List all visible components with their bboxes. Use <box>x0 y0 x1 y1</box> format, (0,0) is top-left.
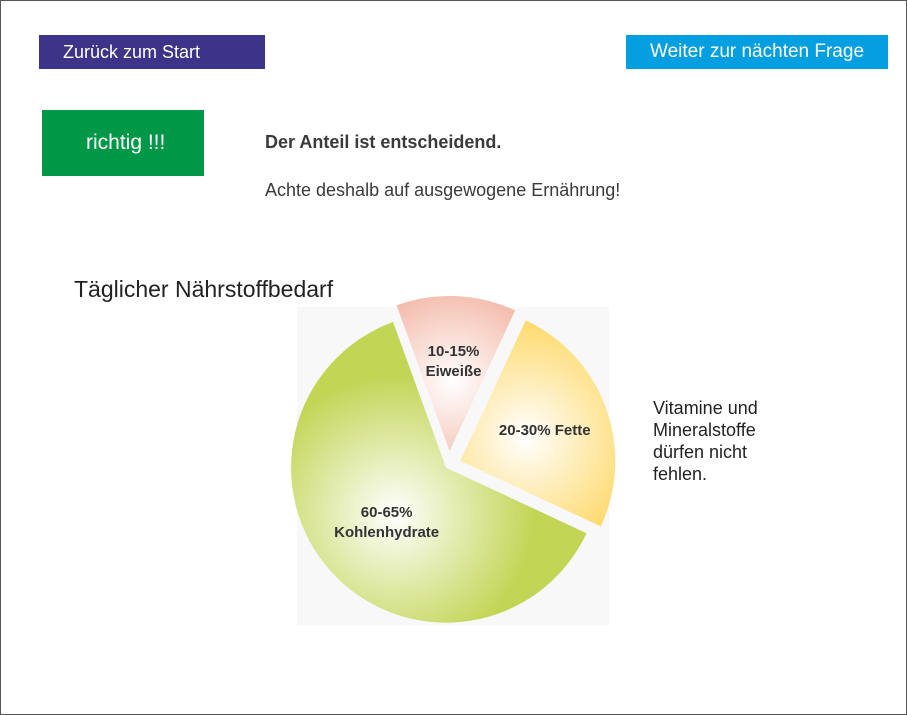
slice-label: 60-65% <box>361 504 413 521</box>
result-badge: richtig !!! <box>42 110 204 176</box>
slice-label: Eiweiße <box>426 363 482 380</box>
message-heading: Der Anteil ist entscheidend. <box>265 132 502 152</box>
pie-slice-eiweiße <box>396 296 516 452</box>
pie-slice-fette <box>460 320 616 527</box>
next-question-button[interactable]: Weiter zur nächten Frage <box>626 35 888 69</box>
pie-slice-kohlenhydrate <box>291 322 587 623</box>
slice-label: 20-30% Fette <box>499 422 591 439</box>
chart-title: Täglicher Nährstoffbedarf <box>74 276 334 302</box>
back-to-start-button[interactable]: Zurück zum Start <box>39 35 265 69</box>
slice-label: 10-15% <box>428 343 480 360</box>
message-text: Achte deshalb auf ausgewogene Ernährung! <box>265 180 621 200</box>
slice-label: Kohlenhydrate <box>334 524 439 541</box>
vitamin-note: Vitamine und Mineralstoffe dürfen nicht … <box>653 398 758 484</box>
